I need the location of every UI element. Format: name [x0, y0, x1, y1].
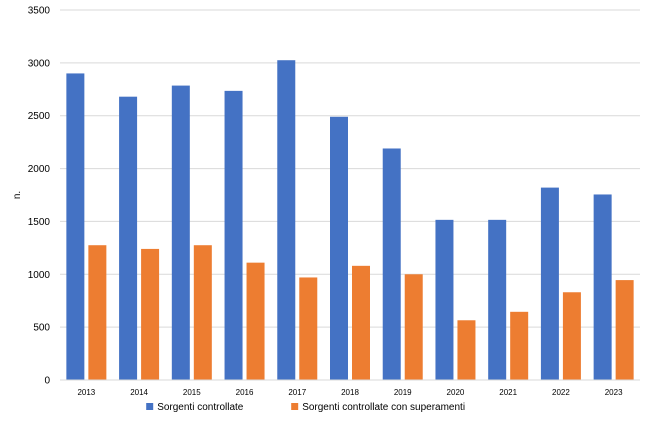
y-tick-label: 3000 — [28, 58, 51, 69]
legend-label: Sorgenti controllate — [157, 402, 244, 413]
legend-swatch — [291, 403, 299, 410]
y-tick-label: 3500 — [28, 6, 51, 17]
y-tick-label: 1500 — [28, 217, 51, 228]
x-tick-label: 2018 — [341, 388, 359, 397]
x-tick-label: 2023 — [605, 388, 623, 397]
x-tick-label: 2015 — [183, 388, 201, 397]
bar-sorgenti-controllate-2013 — [66, 73, 85, 380]
bar-sorgenti-controllate-2019 — [382, 148, 401, 380]
legend: Sorgenti controllate Sorgenti controllate… — [146, 402, 465, 413]
bar-sorgenti-controllate-con-superamenti-2021 — [510, 311, 529, 380]
bars — [66, 60, 634, 381]
bar-sorgenti-controllate-con-superamenti-2013 — [88, 245, 107, 380]
bar-sorgenti-controllate-2014 — [119, 96, 138, 380]
x-tick-label: 2016 — [236, 388, 254, 397]
bar-sorgenti-controllate-2021 — [488, 219, 507, 380]
bar-sorgenti-controllate-2016 — [224, 90, 243, 380]
bar-sorgenti-controllate-2017 — [277, 60, 296, 380]
bar-sorgenti-controllate-con-superamenti-2020 — [457, 320, 476, 380]
x-tick-label: 2022 — [552, 388, 570, 397]
bar-sorgenti-controllate-con-superamenti-2017 — [299, 277, 318, 380]
x-tick-label: 2013 — [77, 388, 95, 397]
legend-item: Sorgenti controllate — [146, 402, 244, 413]
bar-sorgenti-controllate-2020 — [435, 219, 454, 380]
x-axis-ticks: 2013 2014 2015 2016 2017 2018 2019 2020 2021 2022… — [77, 388, 623, 397]
y-axis-ticks: 0 500 1000 1500 2000 2500 3000 3500 — [28, 6, 51, 387]
legend-item: Sorgenti controllate con superamenti — [291, 402, 465, 413]
y-axis-label: n. — [12, 191, 23, 199]
x-tick-label: 2017 — [288, 388, 306, 397]
legend-swatch — [146, 403, 154, 410]
legend-label: Sorgenti controllate con superamenti — [302, 402, 465, 413]
bar-sorgenti-controllate-con-superamenti-2022 — [562, 292, 581, 380]
y-tick-label: 0 — [44, 376, 50, 387]
y-tick-label: 500 — [33, 323, 50, 334]
bar-sorgenti-controllate-con-superamenti-2016 — [246, 262, 265, 380]
bar-sorgenti-controllate-con-superamenti-2023 — [615, 280, 634, 380]
bar-sorgenti-controllate-con-superamenti-2018 — [352, 265, 370, 380]
bar-sorgenti-controllate-con-superamenti-2019 — [404, 274, 423, 380]
bar-sorgenti-controllate-2023 — [593, 194, 612, 380]
bar-sorgenti-controllate-con-superamenti-2015 — [193, 245, 212, 380]
bar-sorgenti-controllate-con-superamenti-2014 — [141, 248, 160, 380]
x-tick-label: 2019 — [394, 388, 412, 397]
y-tick-label: 2000 — [28, 164, 51, 175]
bar-sorgenti-controllate-2018 — [330, 116, 348, 381]
bar-sorgenti-controllate-2022 — [540, 187, 559, 380]
x-tick-label: 2014 — [130, 388, 148, 397]
bar-sorgenti-controllate-2015 — [171, 85, 190, 380]
y-tick-label: 1000 — [28, 270, 51, 281]
x-tick-label: 2020 — [447, 388, 465, 397]
x-tick-label: 2021 — [499, 388, 517, 397]
y-tick-label: 2500 — [28, 111, 51, 122]
